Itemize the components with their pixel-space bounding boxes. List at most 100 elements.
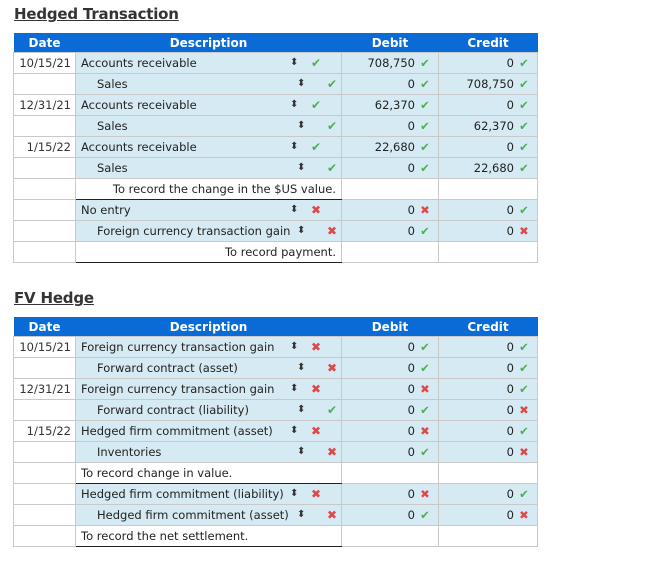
credit-input[interactable]: 0 ✔ <box>438 94 538 116</box>
debit-input[interactable]: 62,370 ✔ <box>341 94 439 116</box>
account-select[interactable]: Sales ⬍ ✔ <box>75 115 342 137</box>
select-arrows-icon[interactable]: ⬍ <box>297 509 306 520</box>
select-arrows-icon[interactable]: ⬍ <box>297 120 306 131</box>
account-select[interactable]: Hedged firm commitment (asset) ⬍ ✖ <box>75 420 342 442</box>
select-arrows-icon[interactable]: ⬍ <box>297 404 306 415</box>
header-credit: Credit <box>438 33 538 53</box>
select-arrows-icon[interactable]: ⬍ <box>290 141 299 152</box>
credit-value: 0 <box>506 361 514 375</box>
select-arrows-icon[interactable]: ⬍ <box>290 488 299 499</box>
select-arrows-icon[interactable]: ⬍ <box>290 383 299 394</box>
credit-input[interactable]: 0 ✖ <box>438 441 538 463</box>
debit-input[interactable]: 22,680 ✔ <box>341 136 439 158</box>
select-arrows-icon[interactable]: ⬍ <box>290 99 299 110</box>
select-arrows-icon[interactable]: ⬍ <box>290 57 299 68</box>
debit-input[interactable]: 0 ✔ <box>341 336 439 358</box>
table-row: 12/31/21 Foreign currency transaction gai… <box>13 378 538 400</box>
check-icon: ✔ <box>519 424 529 438</box>
credit-input[interactable]: 0 ✔ <box>438 483 538 505</box>
select-arrows-icon[interactable]: ⬍ <box>297 162 306 173</box>
cross-icon: ✖ <box>311 340 322 354</box>
account-select[interactable]: Foreign currency transaction gain ⬍ ✖ <box>75 220 342 242</box>
cross-icon: ✖ <box>420 382 430 396</box>
credit-input[interactable]: 0 ✖ <box>438 504 538 526</box>
cross-icon: ✖ <box>311 382 322 396</box>
select-arrows-icon[interactable]: ⬍ <box>297 78 306 89</box>
header-credit: Credit <box>438 317 538 337</box>
account-select[interactable]: Accounts receivable ⬍ ✔ <box>75 136 342 158</box>
header-description: Description <box>75 33 342 53</box>
debit-value: 0 <box>407 424 415 438</box>
credit-input[interactable]: 0 ✔ <box>438 52 538 74</box>
credit-input[interactable]: 0 ✔ <box>438 378 538 400</box>
debit-input[interactable]: 0 ✔ <box>341 441 439 463</box>
debit-input[interactable]: 0 ✖ <box>341 420 439 442</box>
memo-text: To record the change in the $US value. <box>75 178 342 200</box>
table-row: Hedged firm commitment (liability) ⬍ ✖ 0 ✖ 0 ✔ <box>13 483 538 505</box>
credit-input[interactable]: 0 ✔ <box>438 420 538 442</box>
account-select[interactable]: Hedged firm commitment (asset) ⬍ ✖ <box>75 504 342 526</box>
check-icon: ✔ <box>519 361 529 375</box>
credit-input[interactable]: 0 ✔ <box>438 199 538 221</box>
credit-input[interactable]: 62,370 ✔ <box>438 115 538 137</box>
debit-input[interactable]: 0 ✔ <box>341 220 439 242</box>
date-cell: 1/15/22 <box>13 136 76 158</box>
debit-input[interactable]: 0 ✔ <box>341 73 439 95</box>
table-row: 10/15/21 Accounts receivable ⬍ ✔ 708,750 ✔ 0 ✔ <box>13 52 538 74</box>
credit-value: 0 <box>506 98 514 112</box>
debit-input[interactable]: 0 ✔ <box>341 504 439 526</box>
account-name: Foreign currency transaction gain <box>81 382 275 396</box>
check-icon: ✔ <box>420 403 430 417</box>
debit-input[interactable]: 0 ✖ <box>341 378 439 400</box>
credit-input[interactable]: 22,680 ✔ <box>438 157 538 179</box>
credit-input[interactable]: 0 ✔ <box>438 336 538 358</box>
check-icon: ✔ <box>420 361 430 375</box>
debit-value: 0 <box>407 382 415 396</box>
select-arrows-icon[interactable]: ⬍ <box>297 225 306 236</box>
credit-input[interactable]: 708,750 ✔ <box>438 73 538 95</box>
select-arrows-icon[interactable]: ⬍ <box>290 204 299 215</box>
account-select[interactable]: Forward contract (liability) ⬍ ✔ <box>75 399 342 421</box>
debit-input[interactable]: 708,750 ✔ <box>341 52 439 74</box>
credit-input[interactable]: 0 ✖ <box>438 399 538 421</box>
check-icon: ✔ <box>420 119 430 133</box>
debit-input[interactable]: 0 ✖ <box>341 199 439 221</box>
date-cell: 10/15/21 <box>13 52 76 74</box>
account-name: Sales <box>97 161 128 175</box>
debit-input[interactable]: 0 ✔ <box>341 157 439 179</box>
credit-input[interactable]: 0 ✖ <box>438 220 538 242</box>
account-select[interactable]: Inventories ⬍ ✖ <box>75 441 342 463</box>
select-arrows-icon[interactable]: ⬍ <box>290 425 299 436</box>
date-cell <box>13 199 76 221</box>
account-select[interactable]: Forward contract (asset) ⬍ ✖ <box>75 357 342 379</box>
account-name: Foreign currency transaction gain <box>97 224 291 238</box>
table-header-row: Date Description Debit Credit <box>13 317 538 337</box>
debit-input[interactable]: 0 ✔ <box>341 115 439 137</box>
account-select[interactable]: Sales ⬍ ✔ <box>75 73 342 95</box>
account-select[interactable]: Foreign currency transaction gain ⬍ ✖ <box>75 336 342 358</box>
check-icon: ✔ <box>420 140 430 154</box>
cross-icon: ✖ <box>420 203 430 217</box>
check-icon: ✔ <box>519 203 529 217</box>
account-name: Sales <box>97 119 128 133</box>
date-cell <box>13 220 76 242</box>
account-select[interactable]: Hedged firm commitment (liability) ⬍ ✖ <box>75 483 342 505</box>
account-name: Forward contract (asset) <box>97 361 238 375</box>
debit-input[interactable]: 0 ✔ <box>341 357 439 379</box>
account-select[interactable]: No entry ⬍ ✖ <box>75 199 342 221</box>
date-cell <box>13 441 76 463</box>
debit-input[interactable]: 0 ✖ <box>341 483 439 505</box>
credit-input[interactable]: 0 ✔ <box>438 136 538 158</box>
account-select[interactable]: Accounts receivable ⬍ ✔ <box>75 52 342 74</box>
credit-value: 0 <box>506 224 514 238</box>
select-arrows-icon[interactable]: ⬍ <box>297 446 306 457</box>
credit-input[interactable]: 0 ✔ <box>438 357 538 379</box>
select-arrows-icon[interactable]: ⬍ <box>290 341 299 352</box>
select-arrows-icon[interactable]: ⬍ <box>297 362 306 373</box>
account-select[interactable]: Sales ⬍ ✔ <box>75 157 342 179</box>
debit-value: 22,680 <box>374 140 415 154</box>
debit-input[interactable]: 0 ✔ <box>341 399 439 421</box>
account-select[interactable]: Accounts receivable ⬍ ✔ <box>75 94 342 116</box>
account-select[interactable]: Foreign currency transaction gain ⬍ ✖ <box>75 378 342 400</box>
cross-icon: ✖ <box>519 508 529 522</box>
